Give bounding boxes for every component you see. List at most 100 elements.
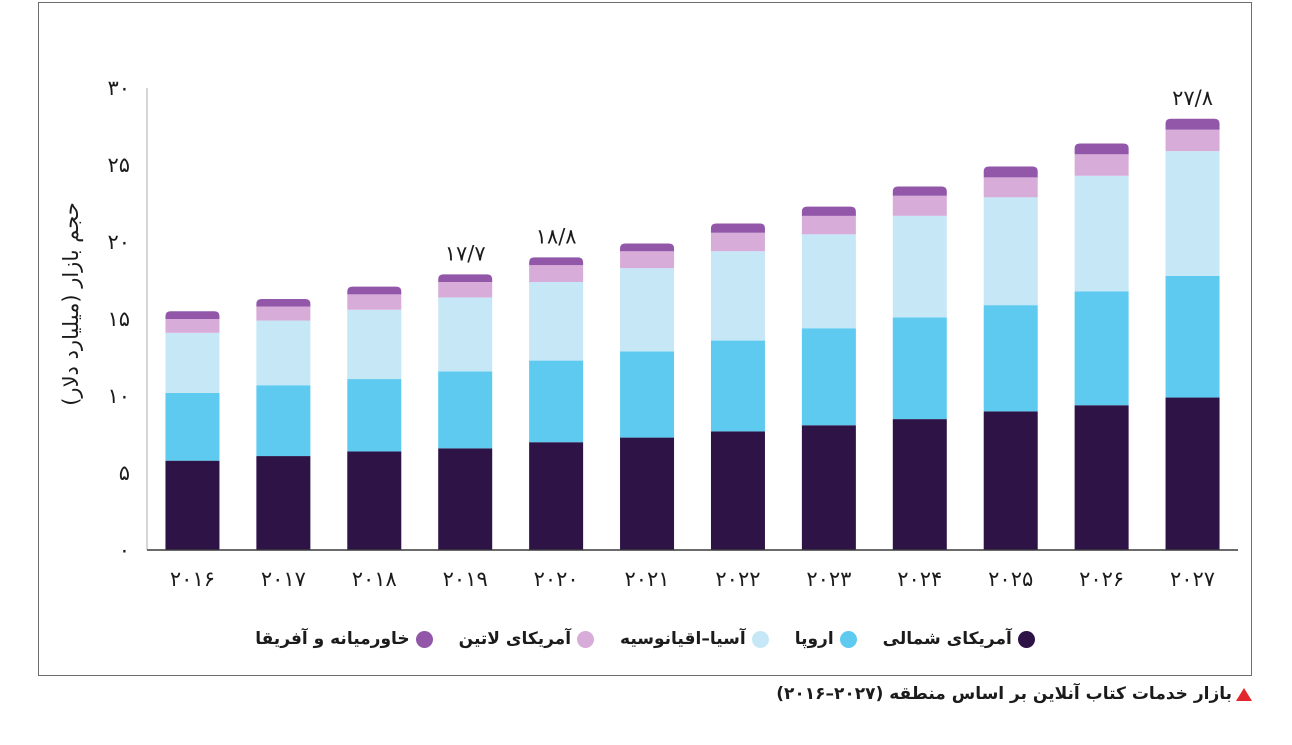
bar-segment (1165, 275, 1220, 398)
bar-segment (1074, 143, 1129, 155)
bar-segment (710, 232, 765, 252)
legend-label: آمریکای شمالی (882, 629, 1012, 649)
bar-segment (620, 351, 675, 438)
bar-segment (983, 177, 1038, 198)
bar-segment (801, 206, 856, 216)
bar-segment (256, 320, 311, 386)
bar-segment (438, 274, 493, 283)
bar-segment (1074, 291, 1129, 406)
bar-segment (801, 234, 856, 329)
x-tick-label: ۲۰۲۱ (624, 567, 669, 591)
bar-segment (165, 460, 220, 550)
bar-segment (983, 305, 1038, 412)
bar-segment (347, 309, 402, 380)
bar-segment (529, 360, 584, 443)
y-tick-label: ۲۵ (107, 153, 130, 177)
legend-label: آمریکای لاتین (458, 629, 572, 649)
bar-segment (620, 251, 675, 269)
bar-segment (347, 294, 402, 310)
legend-swatch (839, 630, 857, 648)
bar-segment (347, 451, 402, 550)
bar-segment (165, 311, 220, 319)
legend-label: اروپا (794, 629, 834, 649)
caption-text: بازار خدمات کتاب آنلاین بر اساس منطقه (۲… (776, 684, 1232, 704)
bar-segment (1165, 129, 1220, 152)
bars (165, 118, 1220, 550)
legend-swatch (577, 630, 595, 648)
x-tick-label: ۲۰۱۶ (170, 567, 215, 591)
bar-segment (347, 286, 402, 295)
legend-item: آمریکای شمالی (883, 629, 1035, 649)
y-tick-label: ۵ (119, 461, 130, 485)
total-value-label: ۲۷/۸ (1172, 86, 1213, 110)
x-tick-label: ۲۰۲۲ (715, 567, 760, 591)
bar-segment (710, 223, 765, 233)
total-value-label: ۱۷/۷ (445, 241, 486, 265)
bar-segment (165, 319, 220, 333)
bar-segment (1074, 175, 1129, 292)
bar-segment (438, 282, 493, 298)
y-axis-label: حجم بازار (میلیارد دلار) (59, 202, 84, 406)
x-tick-label: ۲۰۲۷ (1170, 567, 1215, 591)
bar-segment (256, 298, 311, 307)
figure-caption: بازار خدمات کتاب آنلاین بر اساس منطقه (۲… (776, 684, 1252, 704)
x-tick-label: ۲۰۱۸ (352, 567, 397, 591)
bar-segment (438, 448, 493, 550)
total-labels: ۱۷/۷ ۱۸/۸ ۲۷/۸ (445, 86, 1213, 266)
bar-segment (1165, 151, 1220, 276)
x-tick-label: ۲۰۲۵ (988, 567, 1033, 591)
y-axis: ۰ ۵ ۱۰ ۱۵ ۲۰ ۲۵ ۳۰ (107, 76, 148, 562)
x-axis: ۲۰۱۶ ۲۰۱۷ ۲۰۱۸ ۲۰۱۹ ۲۰۲۰ ۲۰۲۱ ۲۰۲۲ ۲۰۲۳ ۲۰۲۴ ۲۰۲۵… (147, 549, 1238, 591)
y-tick-label: ۲۰ (107, 230, 130, 254)
bar-segment (529, 282, 584, 361)
x-tick-label: ۲۰۲۶ (1079, 567, 1124, 591)
legend-label: خاورمیانه و آفریقا (255, 629, 410, 649)
legend-item: آسیا–اقیانوسیه (620, 629, 769, 649)
bar-segment (529, 265, 584, 283)
bar-segment (165, 392, 220, 461)
caption-triangle-icon (1236, 687, 1252, 701)
y-tick-label: ۱۵ (107, 307, 130, 331)
bar-segment (438, 297, 493, 372)
bar-segment (801, 328, 856, 426)
legend-item: خاورمیانه و آفریقا (255, 629, 433, 649)
y-tick-label: ۰ (119, 538, 130, 562)
bar-segment (801, 215, 856, 235)
bar-segment (710, 431, 765, 550)
bar-segment (1074, 405, 1129, 550)
bar-segment (529, 257, 584, 266)
bar-segment (620, 268, 675, 352)
bar-segment (438, 371, 493, 449)
bar-segment (256, 306, 311, 321)
bar-segment (892, 186, 947, 196)
x-tick-label: ۲۰۱۷ (261, 567, 306, 591)
bar-segment (892, 215, 947, 318)
legend-swatch (415, 630, 433, 648)
legend-item: آمریکای لاتین (458, 629, 595, 649)
bar-segment (983, 166, 1038, 178)
bar-segment (983, 197, 1038, 306)
bar-segment (710, 340, 765, 432)
bar-segment (529, 442, 584, 550)
bar-segment (892, 419, 947, 550)
y-tick-label: ۳۰ (107, 76, 130, 100)
legend-label: آسیا–اقیانوسیه (620, 629, 746, 649)
bar-segment (1165, 397, 1220, 550)
legend: آمریکای شمالی اروپا آسیا–اقیانوسیه آمریکای … (40, 624, 1250, 654)
bar-segment (983, 411, 1038, 550)
x-tick-label: ۲۰۲۴ (897, 567, 942, 591)
bar-segment (801, 425, 856, 550)
bar-segment (1074, 154, 1129, 176)
bar-segment (256, 456, 311, 550)
bar-segment (710, 251, 765, 341)
legend-item: اروپا (795, 629, 857, 649)
bar-segment (1165, 118, 1220, 130)
chart-frame (38, 2, 1252, 676)
total-value-label: ۱۸/۸ (536, 224, 577, 248)
legend-swatch (1017, 630, 1035, 648)
bar-segment (620, 243, 675, 252)
y-tick-label: ۱۰ (107, 384, 130, 408)
legend-swatch (751, 630, 769, 648)
bar-segment (892, 195, 947, 216)
